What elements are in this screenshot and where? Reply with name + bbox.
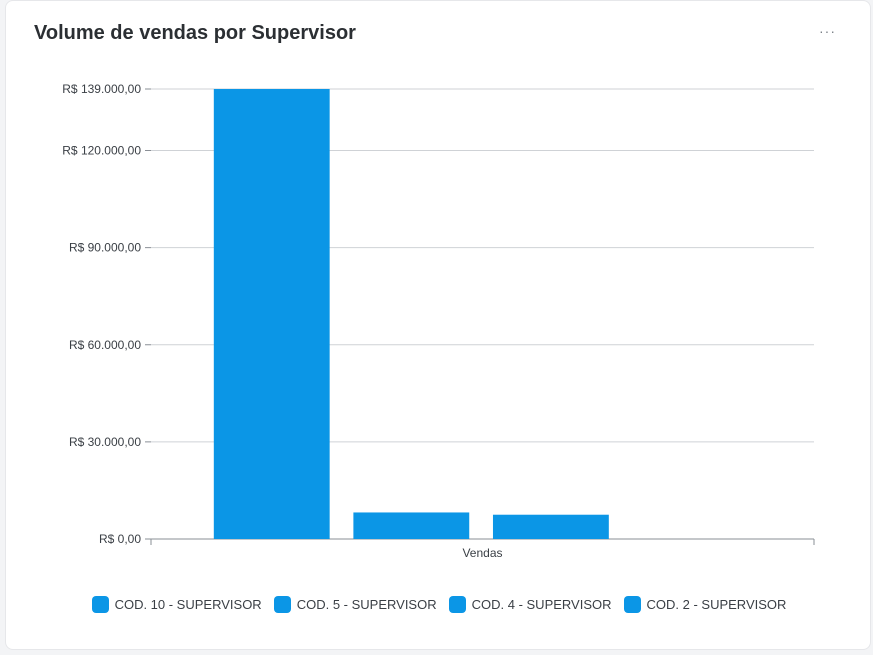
y-tick-label: R$ 139.000,00 xyxy=(62,82,141,96)
legend-label: COD. 10 - SUPERVISOR xyxy=(114,597,262,612)
bar xyxy=(353,512,470,539)
more-options-icon[interactable]: ··· xyxy=(819,23,836,39)
x-tick-label: Vendas xyxy=(462,546,502,560)
legend-item[interactable]: COD. 10 - SUPERVISOR xyxy=(91,596,262,613)
chart-title: Volume de vendas por Supervisor xyxy=(34,22,356,44)
legend-swatch xyxy=(273,596,291,613)
legend-item[interactable]: COD. 4 - SUPERVISOR xyxy=(448,596,612,613)
chart-card: Volume de vendas por Supervisor ··· R$ 0… xyxy=(5,0,871,650)
legend-label: COD. 2 - SUPERVISOR xyxy=(646,597,787,612)
legend-swatch xyxy=(623,596,641,613)
legend-item[interactable]: COD. 5 - SUPERVISOR xyxy=(273,596,437,613)
bar-chart: R$ 0,00 R$ 30.000,00 R$ 60.000,00 R$ 90.000… xyxy=(62,82,815,560)
y-tick-label: R$ 90.000,00 xyxy=(69,241,141,255)
legend-label: COD. 5 - SUPERVISOR xyxy=(296,597,437,612)
bar xyxy=(492,514,609,539)
y-tick-label: R$ 120.000,00 xyxy=(62,144,141,158)
legend-swatch xyxy=(91,596,109,613)
bar xyxy=(213,89,330,539)
y-tick-label: R$ 30.000,00 xyxy=(69,435,141,449)
legend-label: COD. 4 - SUPERVISOR xyxy=(471,597,612,612)
y-tick-label: R$ 60.000,00 xyxy=(69,338,141,352)
chart-legend: COD. 10 - SUPERVISOR COD. 5 - SUPERVISOR C… xyxy=(6,596,872,613)
legend-item[interactable]: COD. 2 - SUPERVISOR xyxy=(623,596,787,613)
y-tick-label: R$ 0,00 xyxy=(99,532,141,546)
legend-swatch xyxy=(448,596,466,613)
